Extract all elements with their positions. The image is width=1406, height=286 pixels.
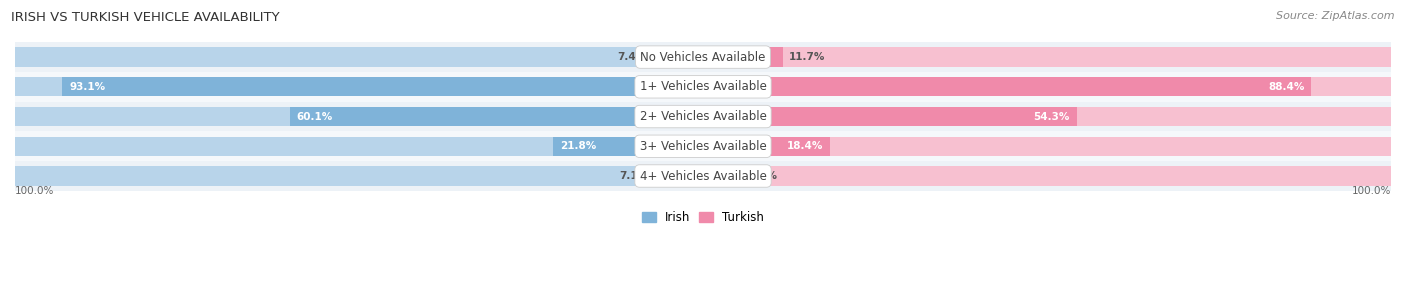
Bar	[15, 72, 1391, 102]
Text: No Vehicles Available: No Vehicles Available	[640, 51, 766, 63]
Text: IRISH VS TURKISH VEHICLE AVAILABILITY: IRISH VS TURKISH VEHICLE AVAILABILITY	[11, 11, 280, 24]
Bar	[703, 47, 783, 67]
Bar	[15, 102, 1391, 131]
Bar	[703, 107, 1077, 126]
Bar	[703, 137, 830, 156]
Text: 5.8%: 5.8%	[748, 171, 778, 181]
Bar	[15, 131, 1391, 161]
Bar	[553, 137, 703, 156]
Text: 7.4%: 7.4%	[617, 52, 647, 62]
Bar	[652, 47, 703, 67]
Text: 3+ Vehicles Available: 3+ Vehicles Available	[640, 140, 766, 153]
Text: 1+ Vehicles Available: 1+ Vehicles Available	[640, 80, 766, 93]
Bar	[15, 107, 703, 126]
Bar	[703, 137, 1391, 156]
Legend: Irish, Turkish: Irish, Turkish	[637, 206, 769, 229]
Text: 100.0%: 100.0%	[15, 186, 55, 196]
Bar	[290, 107, 703, 126]
Bar	[703, 77, 1391, 96]
Bar	[703, 77, 1312, 96]
Bar	[703, 166, 1391, 186]
Text: Source: ZipAtlas.com: Source: ZipAtlas.com	[1277, 11, 1395, 21]
Text: 4+ Vehicles Available: 4+ Vehicles Available	[640, 170, 766, 182]
Bar	[654, 166, 703, 186]
Text: 2+ Vehicles Available: 2+ Vehicles Available	[640, 110, 766, 123]
Text: 11.7%: 11.7%	[789, 52, 825, 62]
Text: 7.1%: 7.1%	[620, 171, 648, 181]
Text: 21.8%: 21.8%	[560, 141, 596, 151]
Text: 18.4%: 18.4%	[786, 141, 823, 151]
Bar	[703, 47, 1391, 67]
Bar	[15, 47, 703, 67]
Text: 100.0%: 100.0%	[1351, 186, 1391, 196]
Text: 93.1%: 93.1%	[69, 82, 105, 92]
Text: 88.4%: 88.4%	[1268, 82, 1305, 92]
Text: 60.1%: 60.1%	[297, 112, 333, 122]
Bar	[15, 42, 1391, 72]
Bar	[15, 166, 703, 186]
Bar	[703, 107, 1391, 126]
Bar	[15, 161, 1391, 191]
Bar	[703, 166, 742, 186]
Bar	[15, 137, 703, 156]
Bar	[62, 77, 703, 96]
Text: 54.3%: 54.3%	[1033, 112, 1070, 122]
Bar	[15, 77, 703, 96]
